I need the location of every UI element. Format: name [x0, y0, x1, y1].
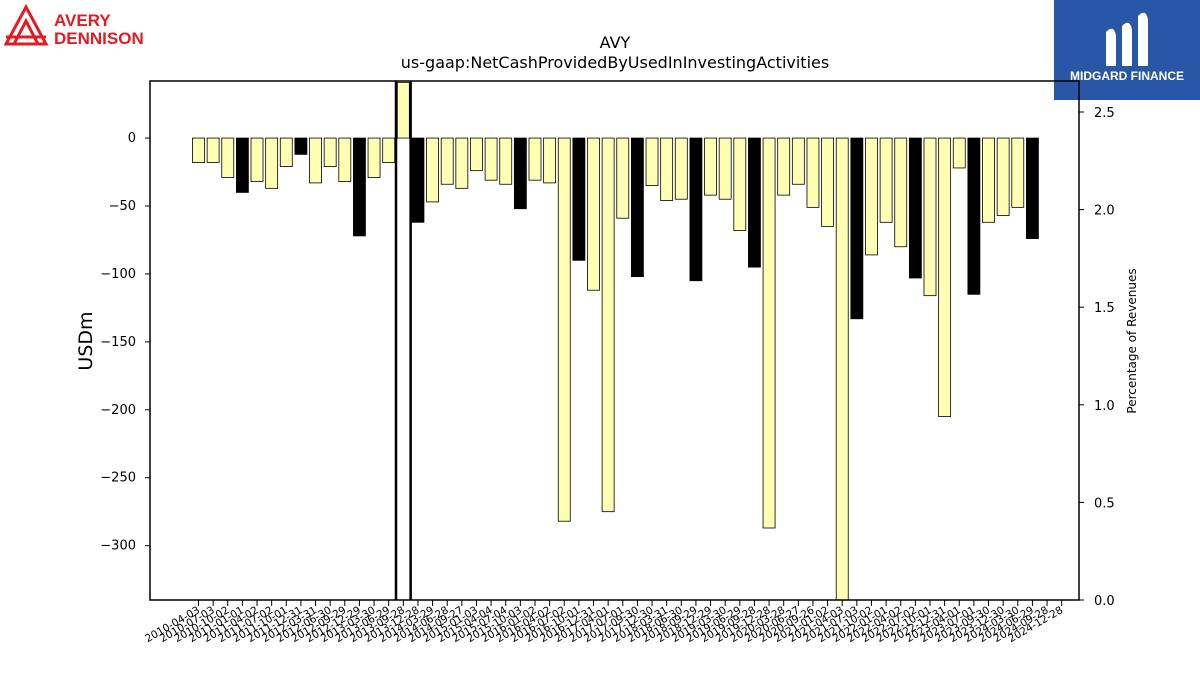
bar [967, 137, 981, 295]
bar [192, 137, 205, 163]
bar [382, 137, 396, 163]
y-tick-label: −150 [100, 335, 136, 350]
bar [455, 137, 469, 189]
bar [221, 137, 235, 178]
x-axis-ticks: 2010-04-032010-07-032010-10-022011-01-01… [143, 600, 1065, 645]
bar [323, 137, 337, 167]
bar [1011, 137, 1025, 208]
midgard-logo-mark: MIDGARD FINANCE [1054, 0, 1200, 100]
y2-tick-label: 1.0 [1094, 399, 1115, 414]
bar [1026, 137, 1039, 240]
midgard-logo-text: MIDGARD FINANCE [1070, 69, 1184, 83]
plot-frame [149, 80, 1080, 601]
y-tick-label: −300 [100, 539, 136, 554]
bars-group [192, 81, 1039, 601]
bar [499, 137, 513, 185]
vertical-lines-group [394, 81, 412, 600]
avery-dennison-logo: AVERY DENNISON [3, 3, 174, 48]
y-axis-label: USDm [75, 311, 97, 370]
bar [411, 137, 425, 223]
bar [440, 137, 454, 185]
bar [733, 137, 747, 231]
bar [587, 137, 600, 291]
bar [806, 137, 820, 208]
y2-tick-label: 0.0 [1094, 594, 1115, 609]
bar [850, 137, 864, 320]
bar [557, 137, 571, 522]
bar [250, 137, 264, 182]
bar [923, 137, 937, 297]
bar [631, 137, 644, 278]
logo-line-1: AVERY [54, 11, 111, 30]
bar [426, 137, 439, 203]
chart-title: AVY [600, 33, 631, 52]
bar [601, 137, 615, 513]
y2-axis-ticks: 0.0 0.5 1.0 1.5 2.0 2.5 [1079, 106, 1115, 609]
bar [996, 137, 1010, 216]
bar [762, 137, 776, 529]
y-tick-label: −200 [100, 403, 136, 418]
bar [484, 137, 498, 181]
bar [821, 137, 834, 227]
bar [513, 137, 527, 210]
y2-tick-label: 1.5 [1094, 301, 1115, 316]
avery-dennison-logo-mark: AVERY DENNISON [3, 3, 144, 48]
bar [952, 137, 966, 169]
bar [470, 137, 483, 172]
bar [235, 137, 249, 193]
bar [572, 137, 586, 261]
bar [645, 137, 659, 187]
y2-tick-label: 2.0 [1094, 204, 1115, 219]
bar [396, 81, 410, 139]
bar [660, 137, 674, 201]
bar [982, 137, 995, 223]
bar [689, 137, 703, 282]
midgard-m-icon [1106, 12, 1148, 67]
y-axis-ticks: 0 −50 −100 −150 −200 −250 −300 [100, 131, 150, 554]
y-tick-label: −100 [100, 267, 136, 282]
bar [791, 137, 805, 185]
bar [528, 137, 542, 181]
bar [894, 137, 908, 248]
bar [338, 137, 352, 182]
bar [835, 137, 849, 601]
logo-line-2: DENNISON [54, 29, 144, 48]
y-tick-label: −250 [100, 471, 136, 486]
bar [206, 137, 220, 163]
bar [309, 137, 322, 184]
bar [674, 137, 688, 200]
y2-axis-label: Percentage of Revenues [1125, 268, 1139, 413]
y2-tick-label: 2.5 [1094, 106, 1115, 121]
bar [353, 137, 366, 237]
bar [294, 137, 308, 155]
bar [865, 137, 878, 256]
bar [748, 137, 761, 268]
bar [908, 137, 922, 279]
avery-logo-icon [3, 3, 49, 46]
bar [938, 137, 952, 417]
bar [265, 137, 279, 189]
bar [704, 137, 717, 196]
bar [616, 137, 630, 219]
bar [777, 137, 791, 196]
bar [367, 137, 381, 178]
y-tick-label: −50 [109, 199, 136, 214]
bar [279, 137, 293, 167]
y-tick-label: 0 [128, 131, 136, 146]
bar [718, 137, 732, 200]
chart-subtitle: us-gaap:NetCashProvidedByUsedInInvesting… [401, 53, 829, 72]
midgard-finance-logo: MIDGARD FINANCE [1054, 0, 1200, 100]
y2-tick-label: 0.5 [1094, 496, 1115, 511]
bar [879, 137, 893, 223]
bar [543, 137, 557, 184]
